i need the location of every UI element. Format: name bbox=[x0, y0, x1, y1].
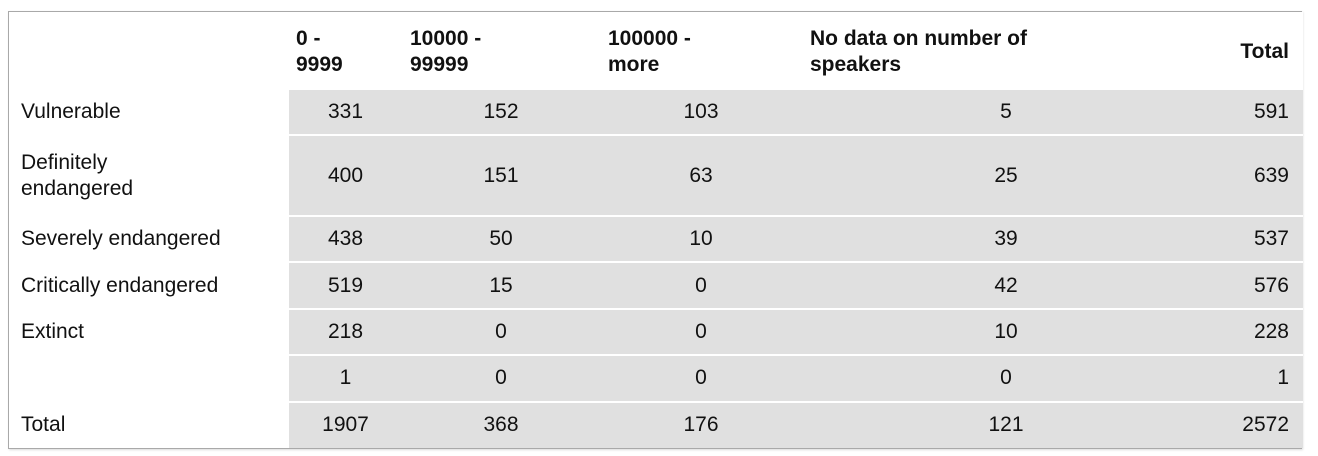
table-cell: 0 bbox=[600, 262, 802, 310]
table-cell: 50 bbox=[402, 216, 600, 264]
table-cell: 42 bbox=[802, 262, 1206, 310]
table-cell-total: 639 bbox=[1206, 135, 1303, 218]
header-cell-total: Total bbox=[1206, 12, 1303, 90]
table-cell: 400 bbox=[288, 135, 402, 218]
row-label: Vulnerable bbox=[9, 89, 289, 137]
table-cell: 121 bbox=[802, 401, 1206, 448]
table-cell: 10 bbox=[802, 308, 1206, 357]
table-cell-total: 537 bbox=[1206, 216, 1303, 264]
table-cell: 1907 bbox=[288, 401, 402, 448]
table-row: Vulnerable 331 152 103 5 591 bbox=[9, 89, 1303, 137]
row-label: Extinct bbox=[9, 308, 289, 357]
table-cell: 103 bbox=[600, 89, 802, 137]
header-cell-no-data: No data on number of speakers bbox=[802, 12, 1206, 90]
row-label: Severely endangered bbox=[9, 216, 289, 264]
table-cell: 15 bbox=[402, 262, 600, 310]
table-cell: 0 bbox=[402, 355, 600, 403]
table-row: Critically endangered 519 15 0 42 576 bbox=[9, 262, 1303, 310]
table-total-row: Total 1907 368 176 121 2572 bbox=[9, 401, 1303, 448]
table-row: Extinct 218 0 0 10 228 bbox=[9, 308, 1303, 357]
table-cell: 151 bbox=[402, 135, 600, 218]
table-cell: 0 bbox=[600, 355, 802, 403]
table-cell: 1 bbox=[288, 355, 402, 403]
table-cell: 0 bbox=[802, 355, 1206, 403]
table-cell: 63 bbox=[600, 135, 802, 218]
speakers-endangerment-table: 0 - 9999 10000 - 99999 100000 - more No … bbox=[8, 11, 1303, 449]
table-cell-total: 2572 bbox=[1206, 401, 1303, 448]
table-cell: 519 bbox=[288, 262, 402, 310]
row-label bbox=[9, 355, 289, 403]
table-cell: 176 bbox=[600, 401, 802, 448]
header-cell-0-9999: 0 - 9999 bbox=[288, 12, 402, 90]
table-cell: 5 bbox=[802, 89, 1206, 137]
header-corner-cell bbox=[9, 12, 288, 90]
row-label: Critically endangered bbox=[9, 262, 289, 310]
table-row: Definitely endangered 400 151 63 25 639 bbox=[9, 135, 1303, 218]
table-cell: 438 bbox=[288, 216, 402, 264]
table-cell-total: 228 bbox=[1206, 308, 1303, 357]
header-cell-10000-99999: 10000 - 99999 bbox=[402, 12, 600, 90]
table-cell: 25 bbox=[802, 135, 1206, 218]
table-cell: 10 bbox=[600, 216, 802, 264]
table-row: 1 0 0 0 1 bbox=[9, 355, 1303, 403]
table-cell: 368 bbox=[402, 401, 600, 448]
table-cell: 152 bbox=[402, 89, 600, 137]
data-table: 0 - 9999 10000 - 99999 100000 - more No … bbox=[9, 12, 1303, 448]
table-cell: 0 bbox=[402, 308, 600, 357]
table-cell-total: 1 bbox=[1206, 355, 1303, 403]
table-cell: 0 bbox=[600, 308, 802, 357]
row-label: Definitely endangered bbox=[9, 135, 289, 218]
table-cell: 218 bbox=[288, 308, 402, 357]
row-label: Total bbox=[9, 401, 289, 448]
table-cell: 331 bbox=[288, 89, 402, 137]
table-cell-total: 591 bbox=[1206, 89, 1303, 137]
table-cell: 39 bbox=[802, 216, 1206, 264]
table-row: Severely endangered 438 50 10 39 537 bbox=[9, 216, 1303, 264]
header-cell-100000-more: 100000 - more bbox=[600, 12, 802, 90]
header-row: 0 - 9999 10000 - 99999 100000 - more No … bbox=[9, 12, 1303, 90]
table-cell-total: 576 bbox=[1206, 262, 1303, 310]
